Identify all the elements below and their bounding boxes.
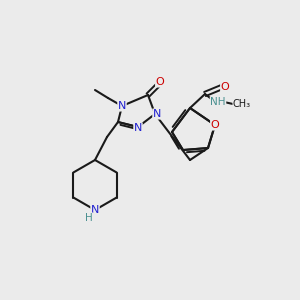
Text: N: N [153,109,161,119]
Text: N: N [134,123,142,133]
Text: N: N [118,101,126,111]
Text: N: N [91,205,99,215]
Text: H: H [85,213,93,223]
Text: O: O [211,120,219,130]
Text: O: O [156,77,164,87]
Text: NH: NH [210,97,226,107]
Text: O: O [220,82,230,92]
Text: CH₃: CH₃ [233,99,251,109]
